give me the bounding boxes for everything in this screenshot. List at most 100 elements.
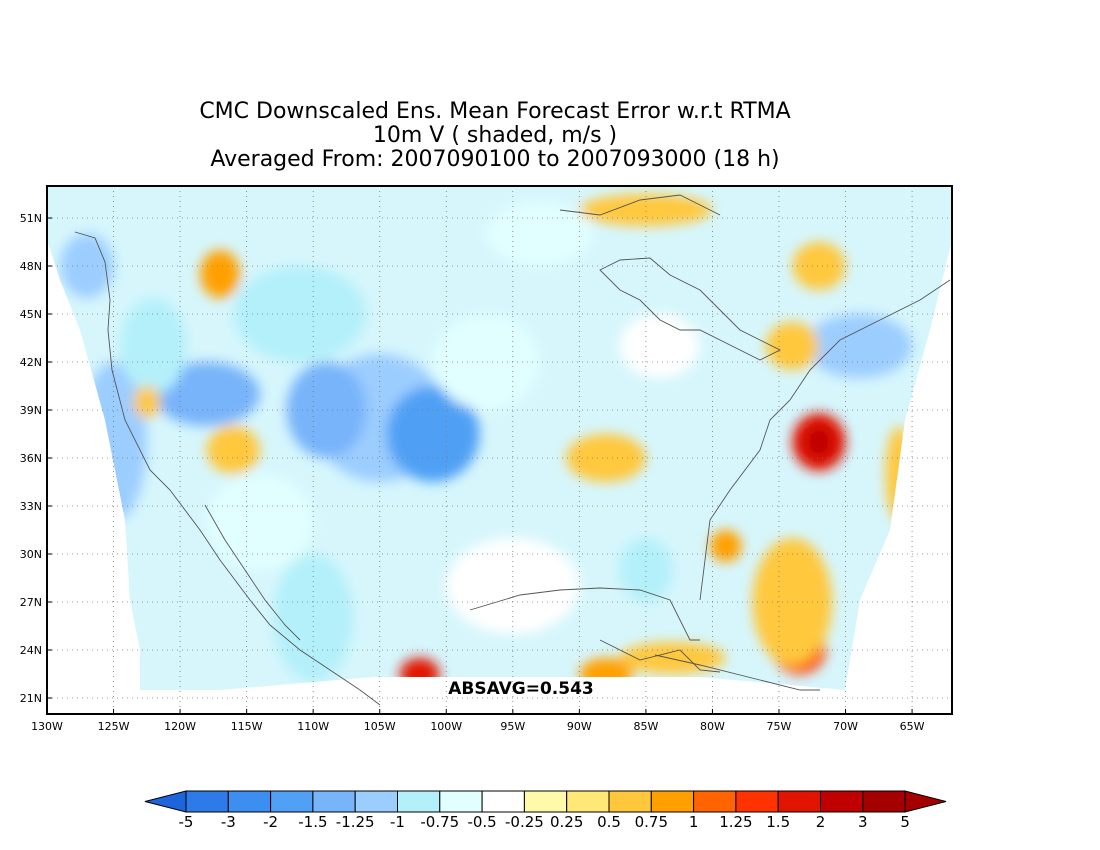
lon-tick-label: 90W bbox=[567, 720, 592, 733]
lon-tick-label: 110W bbox=[297, 720, 329, 733]
lat-tick-label: 42N bbox=[20, 356, 42, 369]
lat-axis: 21N 24N 27N 30N 33N 36N 39N 42N 45N 48N 51N bbox=[20, 212, 52, 705]
coastline-baja bbox=[204, 504, 301, 641]
shaded-region-21 bbox=[399, 658, 440, 690]
title-line-2: 10m V ( shaded, m/s ) bbox=[372, 123, 618, 148]
shaded-region-8 bbox=[432, 314, 540, 410]
colorbar-overflow-arrow bbox=[904, 790, 947, 813]
title-line-3: Averaged From: 2007090100 to 2007093000 … bbox=[210, 147, 780, 172]
shaded-region-6 bbox=[120, 298, 187, 394]
shaded-region-4 bbox=[233, 266, 367, 362]
colorbar-swatch-14 bbox=[735, 790, 779, 813]
hudson-bay-shore bbox=[559, 194, 721, 216]
shaded-region-22 bbox=[200, 250, 240, 298]
colorbar-label: 1 bbox=[689, 813, 699, 831]
colorbar-label: 0.25 bbox=[550, 813, 583, 831]
great-lakes bbox=[599, 257, 782, 361]
colorbar-swatch-8 bbox=[481, 790, 525, 813]
colorbar-label: -1 bbox=[390, 813, 405, 831]
shaded-region-20 bbox=[709, 530, 742, 562]
lon-tick-label: 85W bbox=[633, 720, 658, 733]
lon-tick-label: 130W bbox=[31, 720, 63, 733]
title-line-1: CMC Downscaled Ens. Mean Forecast Error … bbox=[199, 99, 791, 124]
colorbar-label: 1.25 bbox=[719, 813, 752, 831]
lat-tick-label: 21N bbox=[20, 692, 42, 705]
coastline-atlantic bbox=[699, 279, 951, 601]
colorbar-label: -0.25 bbox=[505, 813, 544, 831]
colorbar: -5 -3 -2 -1.5 -1.25 -1 -0.75 -0.5 -0.25 0.25 0.5 0.… bbox=[144, 790, 947, 831]
lon-tick-label: 75W bbox=[767, 720, 792, 733]
shaded-region-11 bbox=[486, 202, 593, 266]
plot-frame bbox=[46, 185, 953, 715]
colorbar-swatch-16 bbox=[820, 790, 864, 813]
lat-tick-label: 24N bbox=[20, 644, 42, 657]
colorbar-underflow-arrow bbox=[144, 790, 187, 813]
lon-tick-label: 80W bbox=[700, 720, 725, 733]
lat-tick-label: 33N bbox=[20, 500, 42, 513]
shaded-region-17 bbox=[805, 426, 833, 458]
colorbar-swatch-3 bbox=[270, 790, 314, 813]
colorbar-swatch-15 bbox=[777, 790, 822, 813]
lon-tick-label: 70W bbox=[833, 720, 858, 733]
colorbar-label: 2 bbox=[816, 813, 826, 831]
shaded-region-26 bbox=[765, 322, 819, 370]
lat-tick-label: 36N bbox=[20, 452, 42, 465]
colorbar-label: -1.25 bbox=[336, 813, 375, 831]
coastline-yucatan bbox=[599, 639, 721, 673]
colorbar-label: 1.5 bbox=[766, 813, 790, 831]
shaded-region-24 bbox=[133, 386, 161, 418]
shaded-region-9 bbox=[206, 474, 314, 570]
lat-tick-label: 27N bbox=[20, 596, 42, 609]
shaded-region-12 bbox=[805, 314, 913, 378]
coastline-cuba bbox=[654, 654, 820, 691]
shaded-region-30 bbox=[885, 426, 913, 522]
lat-tick-label: 30N bbox=[20, 548, 42, 561]
map-title: CMC Downscaled Ens. Mean Forecast Error … bbox=[0, 100, 990, 172]
colorbar-label: 0.5 bbox=[597, 813, 621, 831]
graticule bbox=[47, 186, 952, 714]
colorbar-swatch-1 bbox=[185, 790, 229, 813]
shaded-region-25 bbox=[792, 242, 846, 290]
colorbar-swatch-6 bbox=[397, 790, 441, 813]
shaded-region-27 bbox=[566, 434, 646, 482]
shaded-region-1 bbox=[386, 386, 480, 482]
colorbar-label: 0.75 bbox=[635, 813, 668, 831]
colorbar-swatch-4 bbox=[312, 790, 356, 813]
colorbar-label: -1.5 bbox=[298, 813, 327, 831]
shaded-region-10 bbox=[273, 554, 354, 682]
lat-tick-label: 39N bbox=[20, 404, 42, 417]
plot-area bbox=[47, 186, 952, 714]
colorbar-label: -3 bbox=[221, 813, 236, 831]
colorbar-label: 3 bbox=[858, 813, 868, 831]
shaded-regions bbox=[60, 194, 913, 690]
lon-tick-label: 100W bbox=[430, 720, 462, 733]
coastline-gulf bbox=[469, 587, 700, 641]
lon-tick-label: 120W bbox=[164, 720, 196, 733]
lat-tick-label: 51N bbox=[20, 212, 42, 225]
colorbar-swatch-5 bbox=[354, 790, 399, 813]
colorbar-label: -5 bbox=[179, 813, 194, 831]
absavg-label: ABSAVG=0.543 bbox=[448, 679, 594, 699]
colorbar-swatch-2 bbox=[227, 790, 272, 813]
colorbar-swatch-9 bbox=[523, 790, 568, 813]
colorbar-swatch-17 bbox=[862, 790, 906, 813]
colorbar-swatch-7 bbox=[439, 790, 483, 813]
lon-tick-label: 125W bbox=[98, 720, 130, 733]
colorbar-swatch-12 bbox=[650, 790, 695, 813]
colorbar-label: -2 bbox=[263, 813, 278, 831]
colorbar-label: -0.5 bbox=[467, 813, 496, 831]
lon-tick-label: 65W bbox=[900, 720, 925, 733]
coastline-pacific bbox=[74, 231, 381, 706]
lon-tick-label: 105W bbox=[364, 720, 396, 733]
colorbar-swatch-10 bbox=[566, 790, 610, 813]
shaded-region-23 bbox=[206, 426, 260, 474]
shaded-region-3 bbox=[286, 362, 367, 458]
colorbar-label: -0.75 bbox=[420, 813, 459, 831]
colorbar-label: 5 bbox=[900, 813, 910, 831]
colorbar-swatch-13 bbox=[693, 790, 737, 813]
colorbar-swatch-11 bbox=[608, 790, 652, 813]
shaded-region-2 bbox=[153, 362, 260, 426]
lon-tick-label: 115W bbox=[231, 720, 263, 733]
lon-axis: 130W 125W 120W 115W 110W 105W 100W 95W 90W 85W 80W… bbox=[31, 709, 925, 733]
